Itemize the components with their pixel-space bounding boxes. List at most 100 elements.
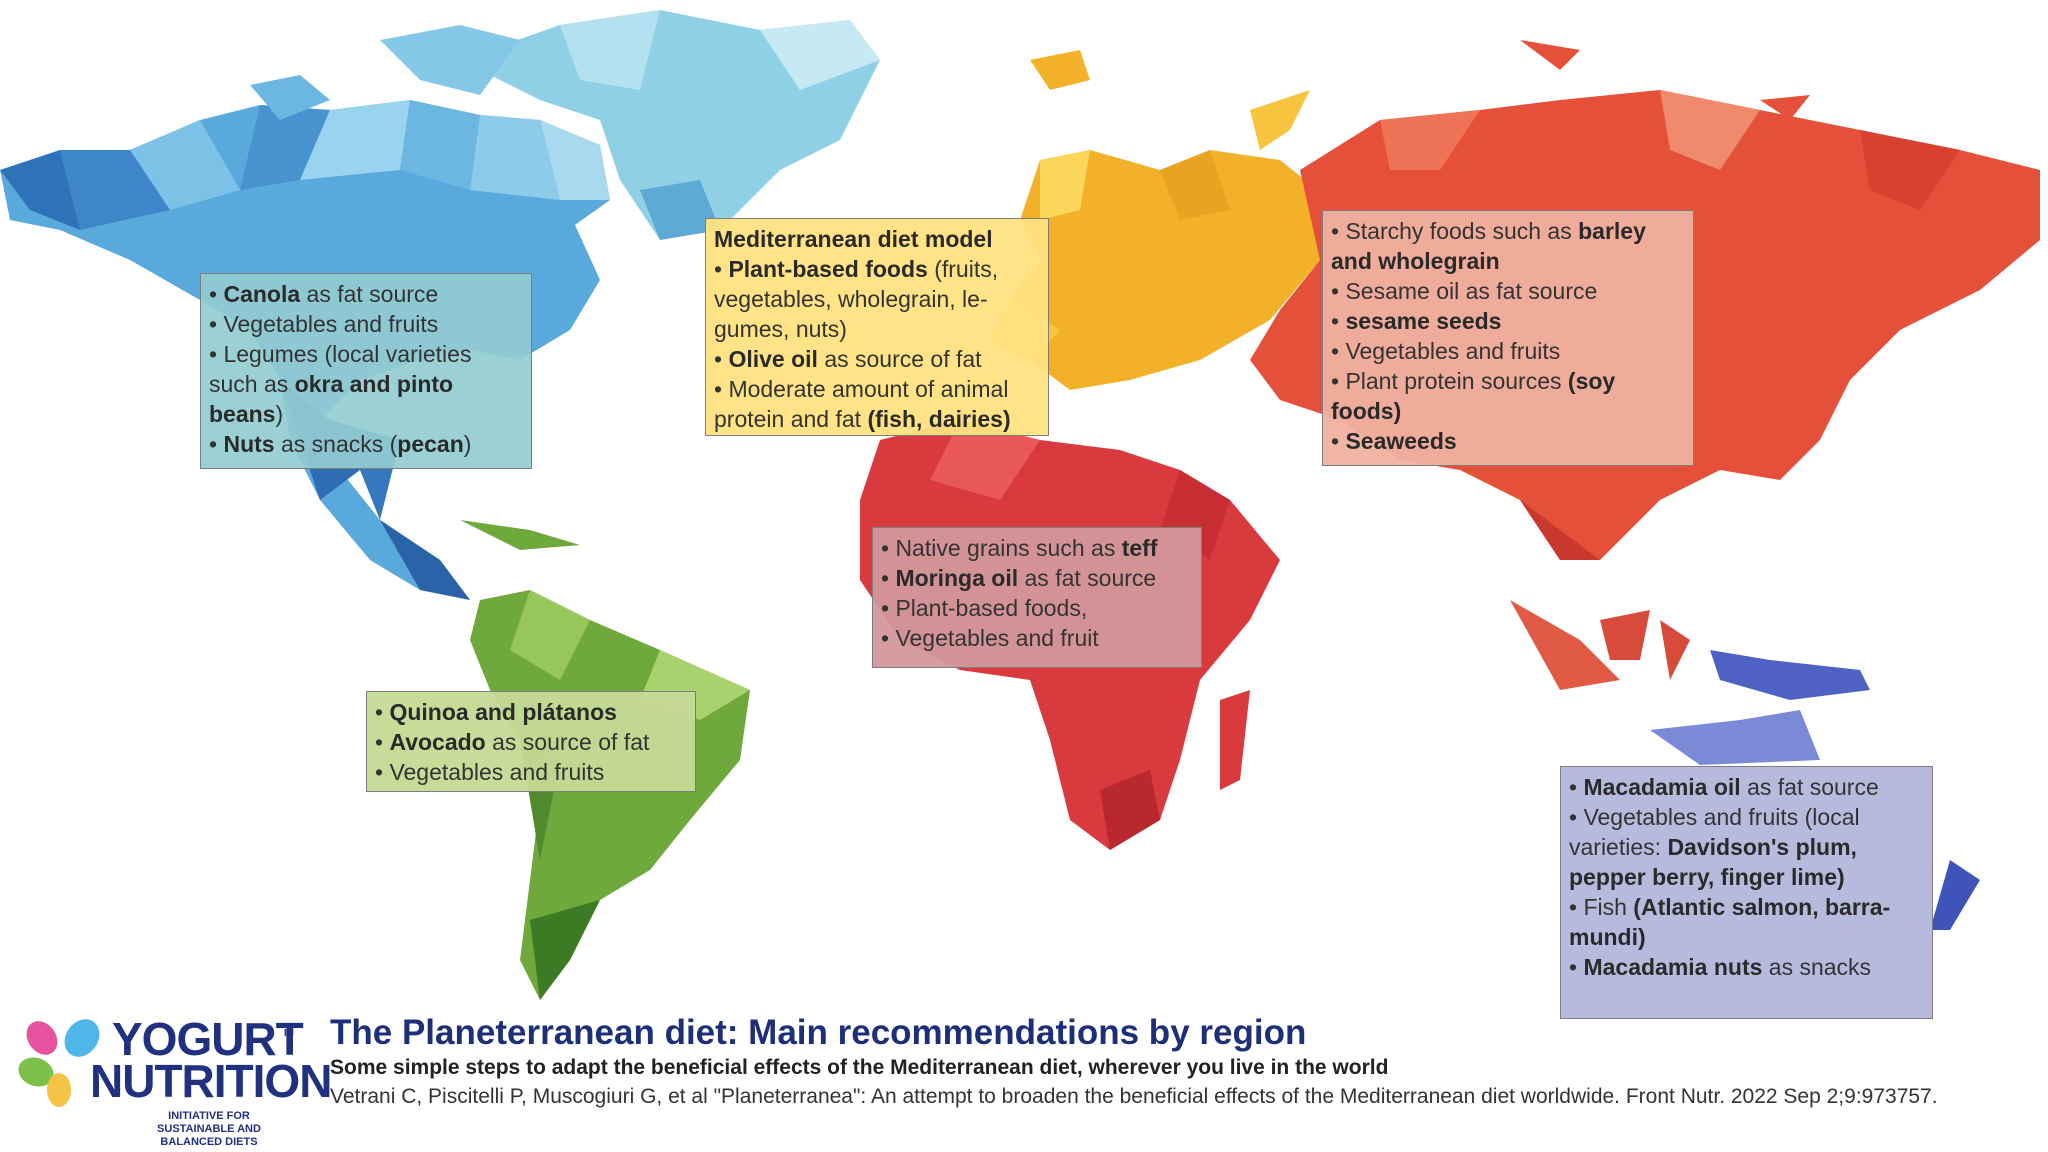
south-america-box: • Quinoa and plátanos • Avocado as source…: [366, 691, 696, 792]
recommendation-line: protein and fat (fish, dairies): [714, 404, 1040, 434]
recommendation-line: • Olive oil as source of fat: [714, 344, 1040, 374]
line-text: •: [375, 699, 390, 725]
recommendation-line: • Vegetables and fruits: [209, 309, 523, 339]
line-text: • Vegetables and fruit: [881, 625, 1099, 651]
africa-box: • Native grains such as teff • Moringa oi…: [872, 527, 1202, 668]
line-text: varieties:: [1569, 834, 1668, 860]
recommendation-line: • Canola as fat source: [209, 279, 523, 309]
recommendation-line: • Quinoa and plátanos: [375, 697, 687, 727]
line-text: gumes, nuts): [714, 316, 847, 342]
recommendation-line: • Seaweeds: [1331, 426, 1685, 456]
mediterranean-title: Mediterranean diet model: [714, 226, 993, 252]
highlight-text: okra and pinto: [294, 371, 454, 397]
recommendation-line: foods): [1331, 396, 1685, 426]
line-text: •: [881, 565, 896, 591]
asia-box: • Starchy foods such as barley and wholeg…: [1322, 210, 1694, 466]
caribbean-shape: [460, 520, 580, 550]
line-text: as fat source: [300, 281, 439, 307]
mediterranean-box: Mediterranean diet model • Plant-based f…: [705, 218, 1049, 436]
highlight-text: pecan: [397, 431, 464, 457]
recommendation-line: and wholegrain: [1331, 246, 1685, 276]
line-text: • Vegetables and fruits (local: [1569, 804, 1860, 830]
line-text: • Sesame oil as fat source: [1331, 278, 1598, 304]
highlight-text: Davidson's plum,: [1667, 834, 1857, 860]
highlight-text: foods): [1331, 398, 1402, 424]
highlight-text: Macadamia nuts: [1583, 954, 1763, 980]
line-text: (fruits,: [927, 256, 999, 282]
highlight-text: Moringa oil: [895, 565, 1019, 591]
line-text: • Vegetables and fruits: [375, 759, 605, 785]
line-text: •: [375, 729, 390, 755]
recommendation-line: • Macadamia nuts as snacks: [1569, 952, 1924, 982]
highlight-text: Nuts: [223, 431, 275, 457]
logo-word-yogurt: YOGURT: [112, 1013, 304, 1065]
south-america-shape: [470, 590, 750, 1000]
line-text: • Plant-based foods,: [881, 595, 1088, 621]
highlight-text: mundi): [1569, 924, 1646, 950]
citation: Vetrani C, Piscitelli P, Muscogiuri G, e…: [330, 1085, 1938, 1108]
highlight-text: Canola: [223, 281, 301, 307]
logo-word-nutrition: NUTRITION: [90, 1055, 332, 1107]
recommendation-line: mundi): [1569, 922, 1924, 952]
line-text: protein and fat: [714, 406, 868, 432]
highlight-text: and wholegrain: [1331, 248, 1500, 274]
highlight-text: beans: [209, 401, 276, 427]
recommendation-line: • Vegetables and fruit: [881, 623, 1193, 653]
recommendation-line: such as okra and pinto: [209, 369, 523, 399]
recommendation-line: • Moderate amount of animal: [714, 374, 1040, 404]
recommendation-line: • Vegetables and fruits (local: [1569, 802, 1924, 832]
highlight-text: Plant-based foods: [728, 256, 928, 282]
highlight-text: pepper berry, finger lime): [1569, 864, 1845, 890]
highlight-text: Quinoa and plátanos: [389, 699, 617, 725]
highlight-text: sesame seeds: [1345, 308, 1502, 334]
page-title: The Planeterranean diet: Main recommenda…: [330, 1013, 1307, 1052]
line-text: as snacks (: [274, 431, 398, 457]
line-text: as source of fat: [485, 729, 650, 755]
recommendation-line: • Starchy foods such as barley: [1331, 216, 1685, 246]
highlight-text: Macadamia oil: [1583, 774, 1741, 800]
line-text: ): [275, 401, 284, 427]
recommendation-line: beans): [209, 399, 523, 429]
recommendation-line: • Native grains such as teff: [881, 533, 1193, 563]
highlight-text: (Atlantic salmon, barra-: [1633, 894, 1891, 920]
recommendation-line: • Nuts as snacks (pecan): [209, 429, 523, 459]
line-text: as snacks: [1762, 954, 1872, 980]
recommendation-line: • Legumes (local varieties: [209, 339, 523, 369]
line-text: as fat source: [1740, 774, 1879, 800]
recommendation-line: • Vegetables and fruits: [375, 757, 687, 787]
oceania-shape: [1650, 650, 1980, 930]
highlight-text: barley: [1578, 218, 1646, 244]
recommendation-line: • Plant protein sources (soy: [1331, 366, 1685, 396]
recommendation-line: • Vegetables and fruits: [1331, 336, 1685, 366]
line-text: • Native grains such as: [881, 535, 1122, 561]
highlight-text: (soy: [1567, 368, 1616, 394]
line-text: • Legumes (local varieties: [209, 341, 472, 367]
line-text: ): [463, 431, 472, 457]
line-text: •: [209, 431, 224, 457]
recommendation-line: gumes, nuts): [714, 314, 1040, 344]
yogurt-in-nutrition-logo: YOGURT IN NUTRITION INITIATIVE FOR SUSTA…: [14, 1010, 332, 1148]
line-text: vegetables, wholegrain, le-: [714, 286, 988, 312]
recommendation-line: • Avocado as source of fat: [375, 727, 687, 757]
line-text: •: [1331, 428, 1346, 454]
line-text: • Plant protein sources: [1331, 368, 1568, 394]
logo-droplets-icon: [18, 1019, 100, 1107]
line-text: • Fish: [1569, 894, 1634, 920]
recommendation-line: vegetables, wholegrain, le-: [714, 284, 1040, 314]
line-text: • Vegetables and fruits: [209, 311, 439, 337]
recommendation-line: • Fish (Atlantic salmon, barra-: [1569, 892, 1924, 922]
north-america-box: • Canola as fat source • Vegetables and f…: [200, 273, 532, 469]
line-text: • Starchy foods such as: [1331, 218, 1579, 244]
logo-word-in: IN: [284, 1028, 294, 1039]
highlight-text: Avocado: [389, 729, 486, 755]
line-text: as source of fat: [817, 346, 982, 372]
recommendation-line: • Plant-based foods (fruits,: [714, 254, 1040, 284]
logo-tagline: INITIATIVE FOR SUSTAINABLE AND BALANCED …: [157, 1110, 261, 1148]
highlight-text: Olive oil: [728, 346, 818, 372]
line-text: •: [1569, 774, 1584, 800]
recommendation-line: • Macadamia oil as fat source: [1569, 772, 1924, 802]
line-text: such as: [209, 371, 295, 397]
recommendation-line: • Sesame oil as fat source: [1331, 276, 1685, 306]
line-text: •: [1569, 954, 1584, 980]
line-text: • Moderate amount of animal: [714, 376, 1009, 402]
